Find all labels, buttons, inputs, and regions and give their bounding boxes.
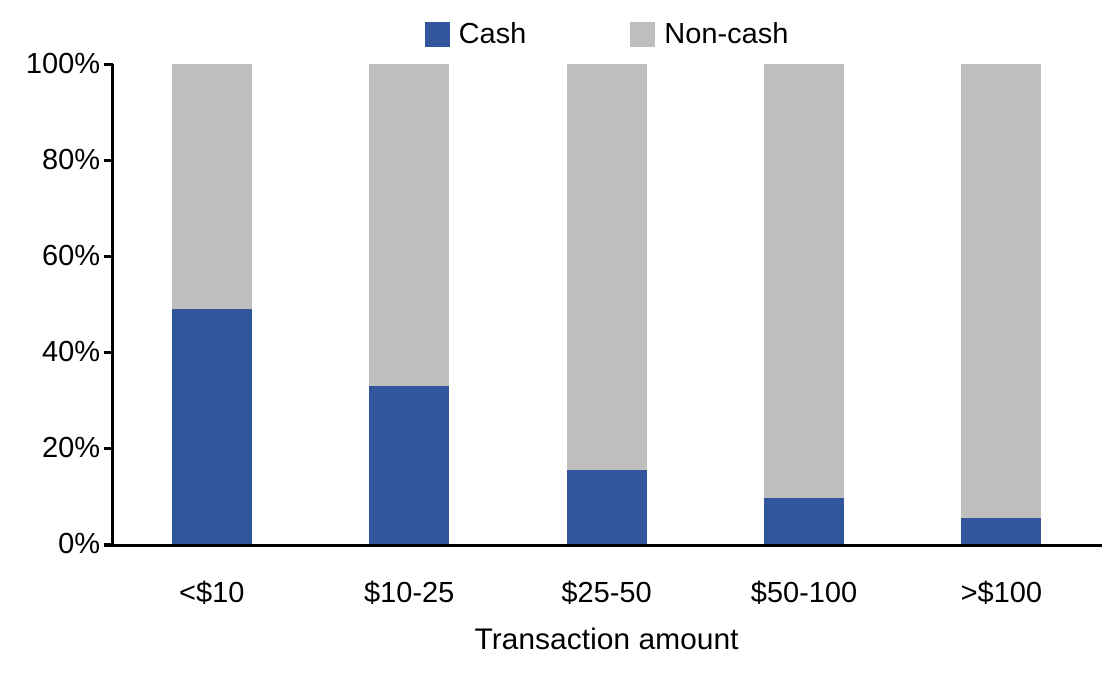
- bar-segment-cash: [763, 498, 844, 544]
- x-tick-label: $50-100: [750, 577, 858, 609]
- bar-segment-cash: [171, 308, 252, 544]
- x-axis-line: [104, 544, 1102, 547]
- y-tick-mark: [104, 159, 113, 162]
- y-tick-label: 0%: [58, 528, 100, 560]
- cash-swatch-icon: [424, 21, 450, 47]
- x-axis-title: Transaction amount: [474, 623, 739, 656]
- bar-segment-non-cash: [171, 64, 252, 309]
- y-tick-label: 60%: [41, 240, 100, 272]
- bar-slot: [310, 64, 507, 544]
- y-tick-label: 20%: [41, 432, 100, 464]
- legend-item-cash: Cash: [424, 17, 527, 51]
- stacked-bar: [961, 64, 1042, 544]
- legend-label-cash: Cash: [458, 18, 527, 50]
- stacked-bar: [171, 64, 252, 544]
- stacked-bar: [369, 64, 450, 544]
- x-tick-label: $10-25: [363, 577, 455, 609]
- bar-slot: [113, 64, 310, 544]
- bar-segment-cash: [961, 517, 1042, 544]
- legend-label-non-cash: Non-cash: [664, 18, 789, 50]
- bar-slot: [705, 64, 902, 544]
- bar-segment-non-cash: [961, 64, 1042, 518]
- y-axis-labels: 0% 20% 40% 60% 80% 100%: [0, 48, 100, 560]
- bar-segment-non-cash: [763, 64, 844, 499]
- bar-slot: [508, 64, 705, 544]
- y-tick-label: 100%: [25, 48, 100, 80]
- bar-segment-non-cash: [566, 64, 647, 470]
- bar-segment-cash: [566, 469, 647, 544]
- x-tick-label: $25-50: [561, 577, 652, 609]
- bar-slot: [903, 64, 1100, 544]
- y-axis-line: [111, 64, 114, 547]
- x-tick-label: >$100: [960, 577, 1043, 609]
- y-tick-label: 80%: [41, 144, 100, 176]
- bar-segment-non-cash: [369, 64, 450, 386]
- non-cash-swatch-icon: [630, 21, 656, 47]
- x-axis-labels: <$10 $10-25 $25-50 $50-100 >$100: [113, 576, 1100, 610]
- stacked-bar: [566, 64, 647, 544]
- x-tick-label: <$10: [179, 577, 245, 609]
- y-tick-label: 40%: [41, 336, 100, 368]
- legend-item-non-cash: Non-cash: [630, 17, 788, 51]
- y-tick-mark: [104, 63, 113, 66]
- stacked-bar: [763, 64, 844, 544]
- y-tick-mark: [104, 255, 113, 258]
- legend: Cash Non-cash: [113, 12, 1100, 56]
- y-tick-mark: [104, 447, 113, 450]
- bar-segment-cash: [369, 385, 450, 544]
- y-tick-mark: [104, 351, 113, 354]
- plot-area: [113, 64, 1100, 544]
